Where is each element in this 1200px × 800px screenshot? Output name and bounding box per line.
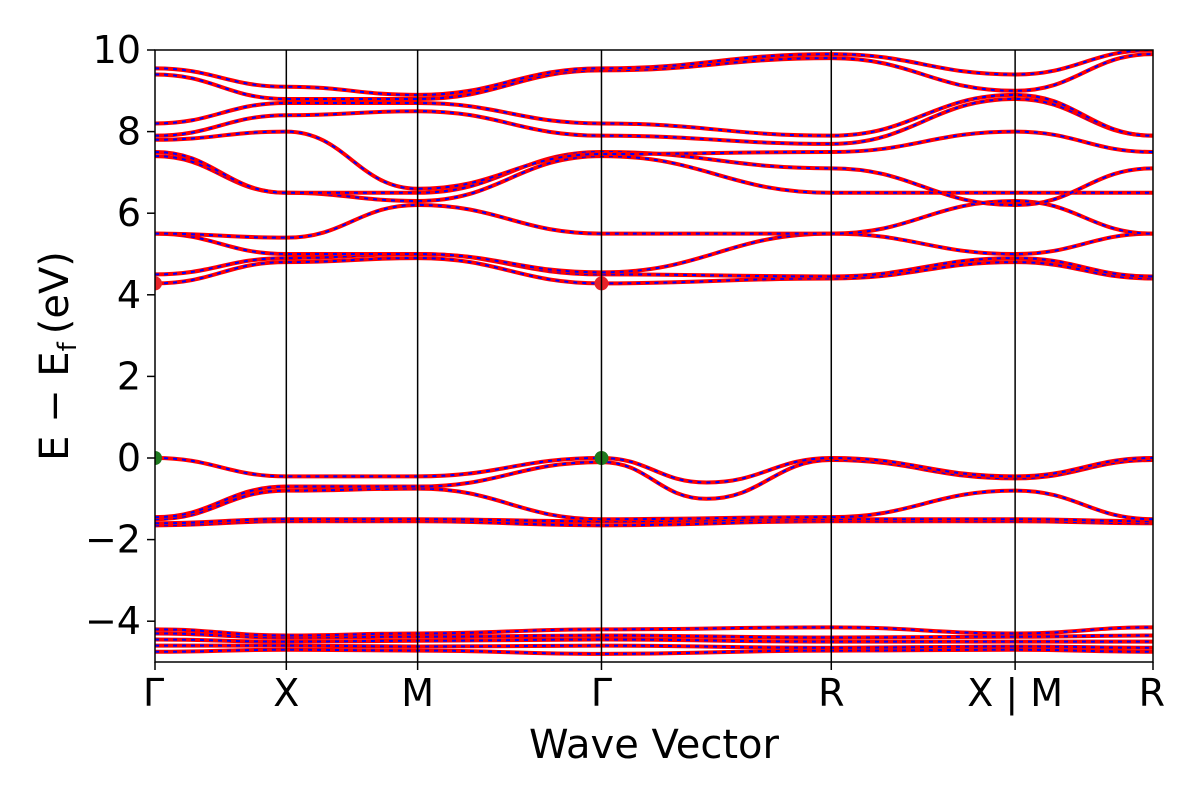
band-1-dashed — [155, 644, 1153, 649]
band-7-dashed — [155, 487, 1153, 521]
plot-frame — [154, 49, 1154, 663]
band-13-dashed — [155, 199, 1153, 239]
band-6-dashed — [155, 518, 1153, 525]
x-tick-label-2: M — [401, 671, 434, 715]
x-tick-label-3: Γ — [591, 671, 612, 715]
band-17-solid — [155, 96, 1153, 146]
y-axis-label-subscript: f — [53, 341, 83, 351]
band-19-solid — [155, 52, 1153, 101]
x-tick-label-5: X | M — [967, 671, 1063, 716]
y-axis-label-main: E − E — [32, 351, 78, 461]
y-tick-label-5: 0 — [117, 436, 141, 480]
band-17-dashed — [155, 97, 1153, 145]
band-5-dashed — [155, 520, 1153, 527]
band-20-solid — [155, 50, 1153, 97]
x-tick-label-6: R — [1139, 671, 1165, 715]
y-tick-label-1: 8 — [117, 110, 141, 154]
extrema-markers — [155, 276, 609, 465]
band-2-dashed — [155, 638, 1153, 643]
y-tick-label-7: −4 — [85, 599, 141, 643]
band-0-dashed — [155, 648, 1153, 655]
band-11-solid — [155, 251, 1153, 279]
band-7-solid — [155, 486, 1153, 522]
band-10-solid — [155, 256, 1153, 286]
x-tick-label-4: R — [818, 671, 844, 715]
x-axis-label: Wave Vector — [529, 722, 780, 768]
y-tick-label-2: 6 — [117, 191, 141, 235]
y-axis-label-unit: (eV) — [32, 251, 78, 334]
y-tick-label-3: 4 — [117, 273, 141, 317]
band-9-dashed — [155, 456, 1153, 484]
extremum-marker-2 — [155, 451, 162, 465]
y-tick-label-0: 10 — [93, 28, 141, 72]
x-tick-label-0: Γ — [143, 671, 164, 715]
band-lines — [155, 50, 1153, 656]
band-3-dashed — [155, 632, 1153, 639]
x-tick-label-1: X — [273, 671, 299, 715]
band-4-dashed — [155, 626, 1153, 637]
extremum-marker-0 — [155, 276, 162, 291]
y-tick-label-6: −2 — [85, 518, 141, 562]
band-19-dashed — [155, 53, 1153, 100]
x-ticks: Γ X M Γ R X | M R — [143, 662, 1165, 716]
y-axis-label: E − Ef (eV) — [32, 251, 83, 461]
y-tick-label-4: 2 — [117, 354, 141, 398]
y-ticks: 10 8 6 4 2 0 −2 −4 — [85, 28, 155, 643]
high-symmetry-lines — [285, 50, 1016, 662]
